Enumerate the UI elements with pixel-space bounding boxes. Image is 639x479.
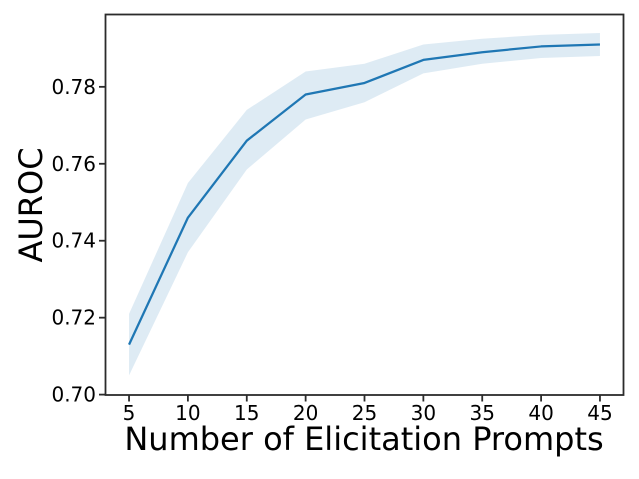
x-tick-label: 5 <box>123 401 136 425</box>
confidence-band-area <box>129 32 600 376</box>
x-tick-label: 45 <box>587 401 612 425</box>
confidence-band <box>129 32 600 376</box>
x-tick-label: 40 <box>528 401 553 425</box>
x-tick-label: 25 <box>352 401 377 425</box>
x-tick-label: 15 <box>234 401 259 425</box>
y-tick-label: 0.70 <box>51 383 96 407</box>
x-tick-label: 30 <box>411 401 436 425</box>
plot-border <box>104 13 625 396</box>
y-tick-label: 0.78 <box>51 75 96 99</box>
y-tick-label: 0.74 <box>51 229 96 253</box>
y-tick-label: 0.76 <box>51 152 96 176</box>
x-axis-label: Number of Elicitation Prompts <box>124 420 604 458</box>
y-tick-label: 0.72 <box>51 306 96 330</box>
axis-ticks <box>99 85 601 402</box>
auroc-series-line <box>128 43 600 346</box>
auroc-line <box>128 43 600 346</box>
tick-labels: 5 10 15 20 25 30 35 40 45 0.70 0.72 0.74 0.76 0.78 <box>51 75 612 425</box>
x-tick-label: 10 <box>175 401 200 425</box>
y-axis-label: AUROC <box>12 147 50 263</box>
x-tick-label: 20 <box>293 401 318 425</box>
x-tick-label: 35 <box>470 401 495 425</box>
